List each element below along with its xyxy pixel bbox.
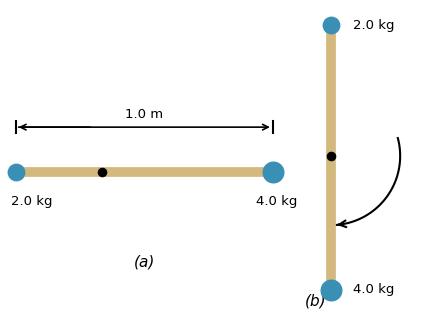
Text: 1.0 m: 1.0 m [125,108,163,121]
Text: (a): (a) [134,255,155,270]
Point [12,169,20,174]
Text: 2.0 kg: 2.0 kg [353,19,394,32]
Point [327,153,334,158]
Point [327,23,334,28]
Text: 4.0 kg: 4.0 kg [353,283,394,296]
Text: 2.0 kg: 2.0 kg [11,195,53,208]
Point [98,169,105,174]
Point [269,169,277,174]
Text: 4.0 kg: 4.0 kg [256,195,298,208]
Point [327,287,334,292]
Text: (b): (b) [304,294,326,309]
